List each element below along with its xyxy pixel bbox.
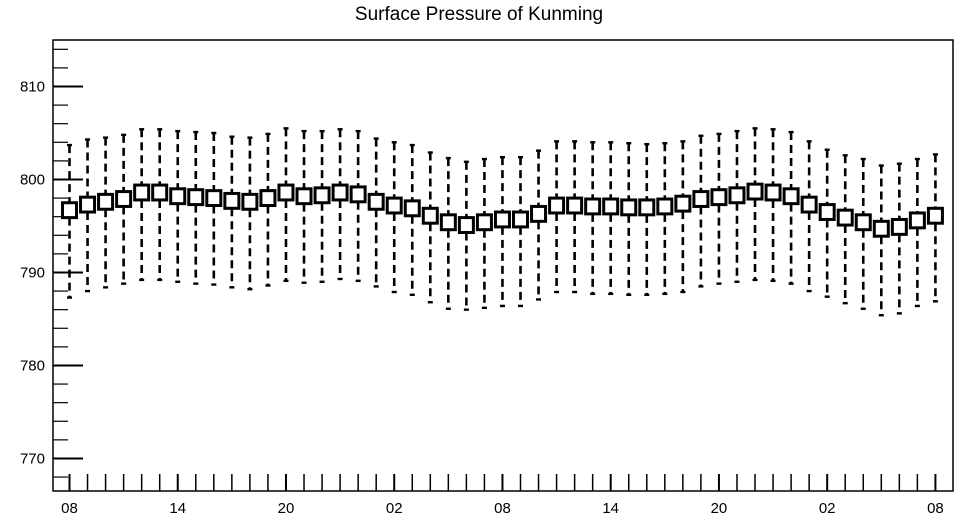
box [331, 183, 349, 202]
box [926, 206, 944, 225]
y-tick-label: 770 [20, 450, 45, 467]
marks-layer [61, 127, 944, 317]
box [169, 187, 187, 206]
x-tick-label: 02 [386, 500, 403, 517]
box [115, 190, 133, 208]
x-tick-label: 14 [169, 500, 186, 517]
box [530, 204, 548, 223]
x-tick-label: 20 [711, 500, 728, 517]
box [674, 194, 692, 213]
box [277, 183, 295, 202]
chart-title: Surface Pressure of Kunming [354, 4, 604, 25]
box [385, 196, 403, 215]
box [818, 203, 836, 221]
box [656, 197, 674, 216]
y-tick-label: 810 [20, 78, 45, 95]
y-tick-label: 800 [20, 171, 45, 188]
box [493, 210, 511, 229]
box [259, 189, 277, 208]
box [97, 192, 115, 211]
y-tick-label: 790 [20, 264, 45, 281]
box [764, 183, 782, 202]
box [854, 213, 872, 232]
axes-layer: 770 780 790 800 810 08 14 20 02 08 14 20 02 08 [20, 39, 954, 517]
box [61, 201, 78, 220]
box [439, 213, 457, 232]
x-tick-label: 14 [602, 500, 619, 517]
box [584, 197, 602, 216]
box [872, 219, 890, 238]
box [692, 190, 710, 208]
box [475, 213, 493, 232]
box [205, 189, 223, 208]
x-tick-label: 20 [278, 500, 295, 517]
box [349, 185, 367, 204]
box [79, 195, 97, 214]
box [241, 192, 259, 211]
box [746, 182, 764, 201]
box [800, 195, 818, 214]
x-tick-label: 08 [927, 500, 944, 517]
box [187, 188, 205, 207]
x-tick-label: 08 [494, 500, 511, 517]
box [403, 199, 421, 218]
x-tick-label: 08 [61, 500, 78, 517]
x-tick-label: 02 [819, 500, 836, 517]
box [890, 217, 908, 236]
box [457, 216, 475, 234]
box [151, 183, 169, 202]
box [548, 196, 566, 215]
box [728, 186, 746, 205]
box [782, 187, 800, 206]
box [566, 196, 584, 215]
box [313, 186, 331, 205]
box [638, 198, 656, 217]
box [620, 198, 638, 217]
box [908, 211, 926, 230]
box [836, 208, 854, 227]
box [133, 183, 151, 202]
plot-frame [52, 39, 954, 492]
box [421, 206, 439, 225]
box [602, 197, 620, 216]
y-tick-label: 780 [20, 357, 45, 374]
box [223, 191, 241, 210]
box [512, 210, 529, 229]
box [367, 192, 385, 211]
box [710, 188, 728, 207]
box [295, 187, 313, 206]
